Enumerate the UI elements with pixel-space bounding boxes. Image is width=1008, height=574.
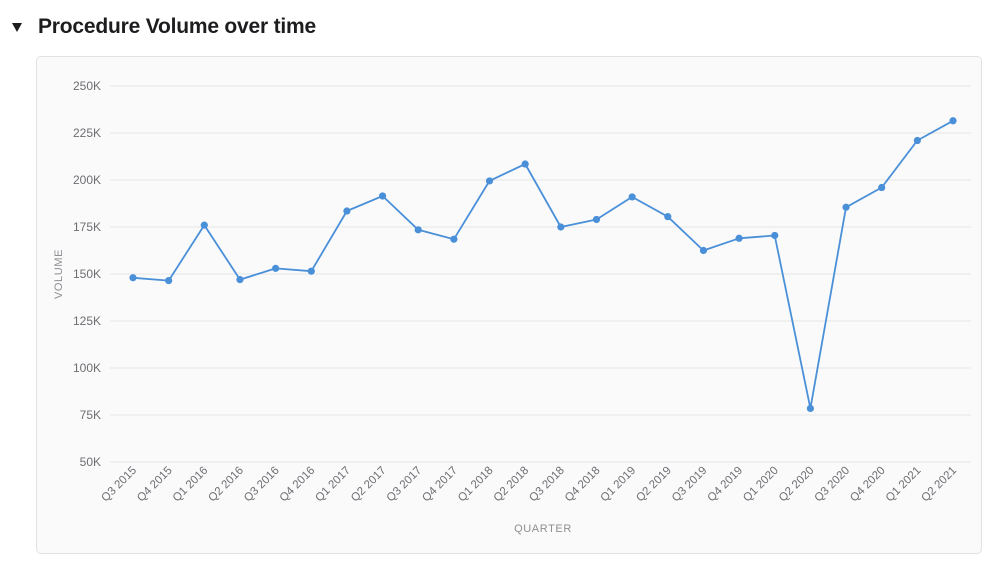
x-tick-label: Q3 2016 [242,465,282,505]
y-tick-label: 100K [73,361,101,375]
data-point [129,274,137,282]
data-point [628,193,636,201]
x-tick-label: Q3 2019 [670,465,710,505]
section-title: Procedure Volume over time [38,15,317,38]
x-tick-label: Q4 2018 [563,465,603,505]
data-point [557,223,565,231]
data-point [307,267,315,275]
x-tick-label: Q3 2020 [812,465,852,505]
x-axis-title: QUARTER [514,523,572,535]
x-tick-label: Q2 2019 [634,465,674,505]
line-chart: 50K 75K 100K 125K 150K 175K 200K 225K 250K Q3 201… [53,79,971,535]
data-point [236,276,244,284]
x-tick-label: Q4 2015 [135,465,175,505]
x-tick-label: Q1 2016 [171,465,211,505]
data-point [664,213,672,221]
section-header[interactable]: Procedure Volume over time [12,12,316,42]
y-tick-label: 200K [73,173,101,187]
x-tick-label: Q4 2019 [706,465,746,505]
x-tick-label: Q4 2017 [420,465,460,505]
data-point [771,231,779,240]
y-tick-label: 150K [73,267,101,281]
data-point [343,207,351,215]
x-tick-label: Q2 2017 [349,465,389,505]
x-tick-label: Q2 2016 [206,465,246,505]
data-point [913,136,921,145]
data-point [521,160,529,168]
triangle-down-icon[interactable] [12,23,22,32]
data-point [735,234,743,242]
x-tick-label: Q1 2018 [456,465,496,505]
data-point [592,215,601,224]
y-tick-label: 75K [80,408,101,422]
x-tick-label: Q4 2016 [278,465,318,505]
y-tick-label: 50K [80,455,101,469]
data-point [842,203,850,211]
data-point [949,117,957,125]
data-point [806,404,814,413]
y-axis-title: VOLUME [53,249,65,299]
data-point [878,183,886,192]
data-point [450,235,458,243]
data-point [165,276,173,285]
data-point [200,221,208,229]
x-tick-label: Q4 2020 [848,465,888,505]
y-tick-label: 225K [73,126,101,140]
series-line [132,120,954,410]
x-tick-label: Q1 2019 [599,465,639,505]
chart-card: 50K 75K 100K 125K 150K 175K 200K 225K 250K Q3 201… [36,56,982,554]
y-tick-label: 125K [73,314,101,328]
x-tick-label: Q1 2020 [741,465,781,505]
x-tick-label: Q3 2017 [385,465,425,505]
x-tick-label: Q2 2021 [919,465,959,505]
x-tick-label: Q2 2020 [777,465,817,505]
data-point [272,264,280,272]
x-tick-label: Q1 2017 [313,465,353,505]
data-point [378,192,387,200]
x-tick-label: Q3 2015 [99,465,139,505]
x-tick-label: Q2 2018 [492,465,532,505]
data-point [699,246,708,255]
data-point [485,177,494,185]
x-tick-label: Q3 2018 [527,465,567,505]
x-tick-label: Q1 2021 [884,465,924,505]
y-tick-label: 250K [73,79,101,93]
y-tick-label: 175K [73,220,101,234]
data-point [414,226,422,234]
